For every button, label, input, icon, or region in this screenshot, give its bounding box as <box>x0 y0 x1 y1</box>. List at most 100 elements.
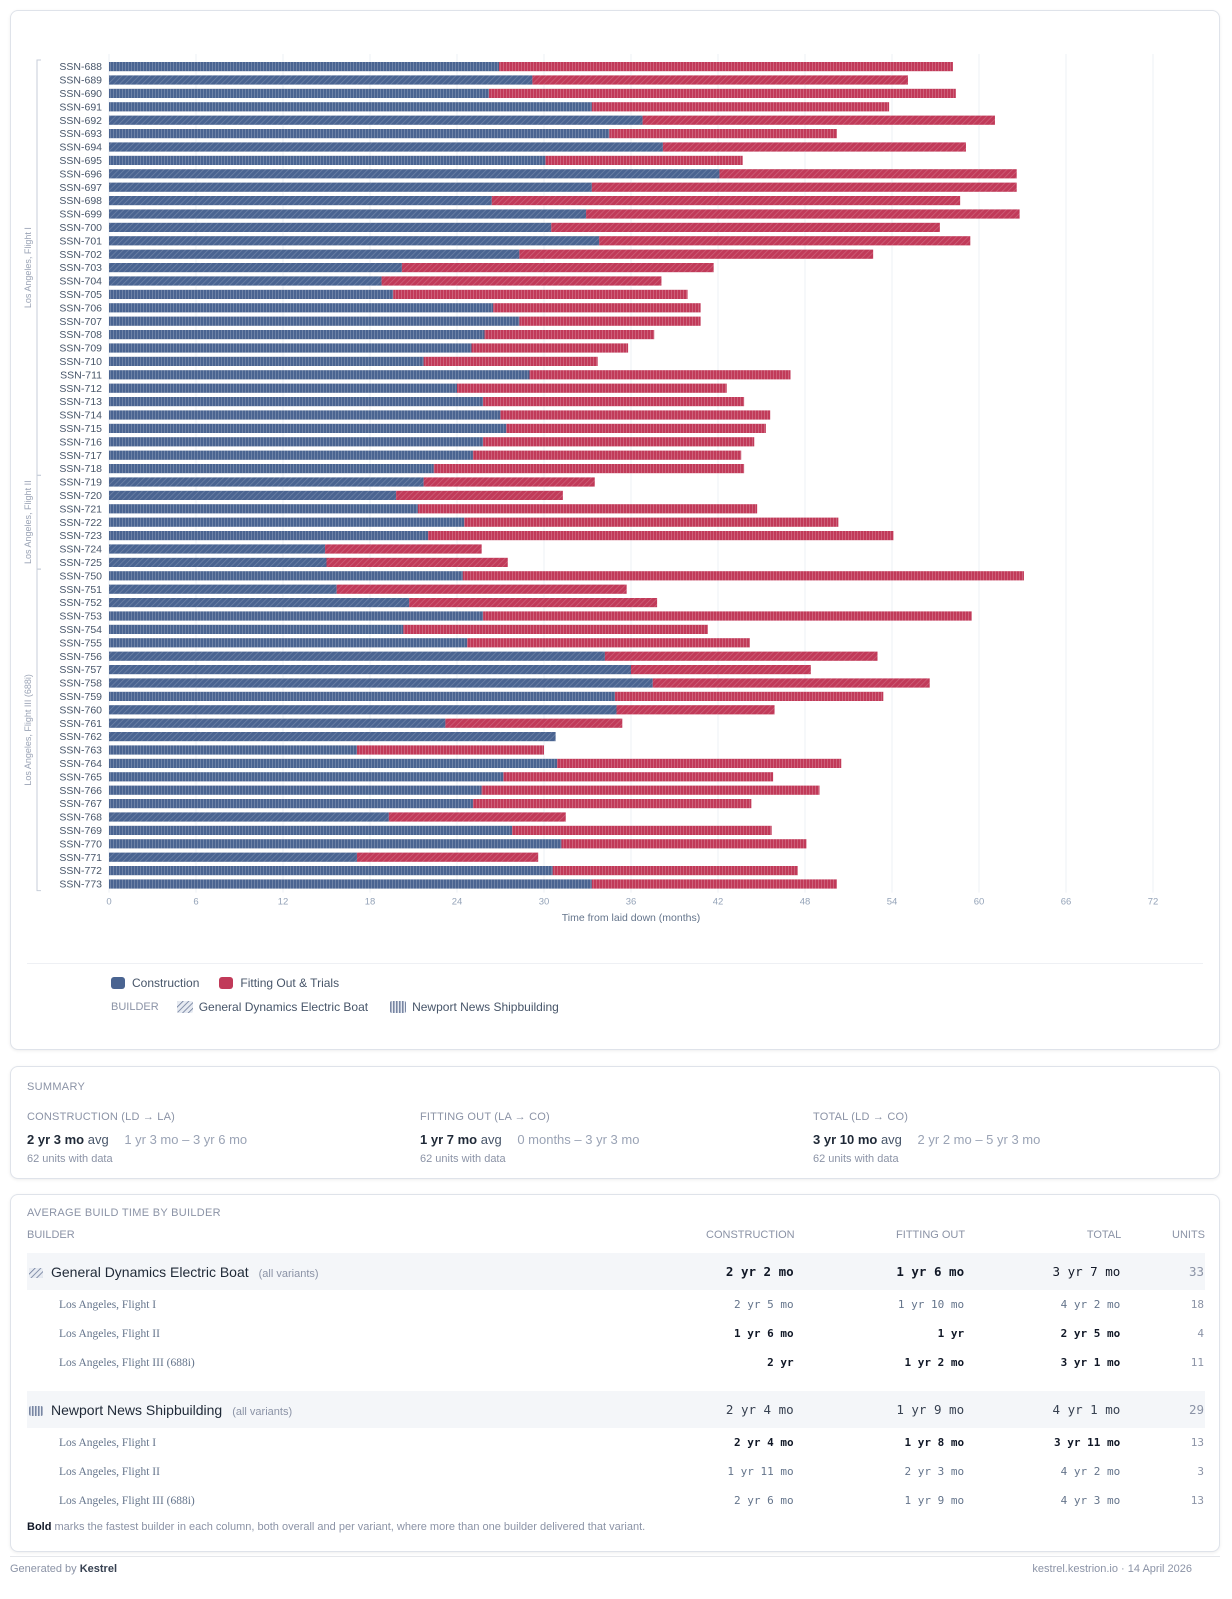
construction-bar-texture <box>109 370 530 380</box>
construction-bar-texture <box>109 745 357 755</box>
cell-fitting: 1 yr 6 mo <box>794 1253 966 1290</box>
cell-units: 4 <box>1197 1327 1204 1340</box>
col-header-construction: CONSTRUCTION <box>706 1229 795 1241</box>
table-row: Los Angeles, Flight II 1 yr 11 mo 2 yr 3… <box>27 1457 1205 1486</box>
construction-bar-texture <box>109 812 389 822</box>
boat-label: SSN-701 <box>59 235 102 247</box>
boat-label: SSN-690 <box>59 88 102 100</box>
x-tick-label: 30 <box>539 897 550 908</box>
construction-bar-texture <box>109 303 494 313</box>
boat-label: SSN-689 <box>59 75 102 87</box>
construction-bar-texture <box>109 397 484 407</box>
footer-generated-by: Generated by <box>10 1563 77 1575</box>
fitting-bar-texture <box>499 62 953 72</box>
summary-label: CONSTRUCTION (LD → LA) <box>27 1111 176 1123</box>
legend-gd: General Dynamics Electric Boat <box>198 1000 369 1014</box>
fitting-bar-texture <box>609 129 837 139</box>
x-tick-label: 42 <box>713 897 724 908</box>
group-bracket <box>36 568 41 892</box>
builder-name: General Dynamics Electric Boat <box>51 1263 249 1280</box>
cell-units: 13 <box>1190 1436 1204 1449</box>
table-row: Los Angeles, Flight I 2 yr 5 mo 1 yr 10 … <box>27 1290 1205 1319</box>
fitting-bar-texture <box>326 557 508 567</box>
cell-fitting: 1 yr 10 mo <box>897 1298 965 1311</box>
boat-label: SSN-766 <box>59 785 102 797</box>
construction-swatch <box>111 977 125 989</box>
table-header: BUILDER CONSTRUCTION FITTING OUT TOTAL U… <box>27 1229 1205 1253</box>
footer-site-date[interactable]: kestrel.kestrion.io · 14 April 2026 <box>1032 1563 1192 1575</box>
fitting-bar-texture <box>615 691 884 701</box>
summary-range: 1 yr 3 mo – 3 yr 6 mo <box>124 1132 248 1147</box>
fitting-bar-texture <box>591 182 1017 192</box>
fitting-bar-texture <box>464 517 839 527</box>
cell-total: 4 yr 2 mo <box>1060 1465 1121 1478</box>
table-row-nn-overall: Newport News Shipbuilding (all variants) … <box>27 1391 1205 1428</box>
fitting-bar-texture <box>545 155 743 165</box>
construction-bar-texture <box>109 665 631 675</box>
boat-label: SSN-773 <box>59 879 102 891</box>
fitting-bar-texture <box>503 772 774 782</box>
construction-bar-texture <box>109 852 357 862</box>
builder-table-card: AVERAGE BUILD TIME BY BUILDER BUILDER CO… <box>10 1194 1220 1552</box>
fitting-bar-texture <box>506 423 766 433</box>
variant-name: Los Angeles, Flight III (688i) <box>59 1356 195 1369</box>
fitting-bar-texture <box>381 276 662 286</box>
construction-bar-texture <box>109 169 720 179</box>
construction-bar-texture <box>109 209 587 219</box>
fitting-bar-texture <box>532 75 908 85</box>
boat-label: SSN-706 <box>59 302 102 314</box>
construction-bar-texture <box>109 222 552 232</box>
boat-label: SSN-753 <box>59 611 102 623</box>
fitting-bar-texture <box>481 785 820 795</box>
fitting-bar-texture <box>483 611 972 621</box>
boat-label: SSN-698 <box>59 195 102 207</box>
summary-units: 62 units with data <box>813 1153 899 1165</box>
construction-bar-texture <box>109 155 546 165</box>
construction-bar-texture <box>109 316 520 326</box>
boat-label: SSN-759 <box>59 691 102 703</box>
fitting-bar-texture <box>462 571 1024 581</box>
fitting-bar-texture <box>519 249 874 259</box>
gd-hatch-icon <box>29 1267 43 1278</box>
boat-label: SSN-700 <box>59 222 102 234</box>
fitting-bar-texture <box>483 437 755 447</box>
fitting-bar-texture <box>445 718 623 728</box>
build-time-chart: Los Angeles, Flight I Los Angeles, Flight… <box>23 54 1158 924</box>
construction-bar-texture <box>109 356 424 366</box>
construction-bar-texture <box>109 343 472 353</box>
x-tick-label: 54 <box>887 897 898 908</box>
summary-avg-suffix: avg <box>880 1132 902 1147</box>
summary-card: SUMMARY CONSTRUCTION (LD → LA) 2 yr 3 mo… <box>10 1066 1220 1179</box>
construction-bar-texture <box>109 249 520 259</box>
fitting-bar-texture <box>500 410 771 420</box>
cell-total: 4 yr 2 mo <box>1060 1298 1121 1311</box>
construction-bar-texture <box>109 571 463 581</box>
boat-label: SSN-712 <box>59 383 102 395</box>
construction-bar-texture <box>109 598 410 608</box>
construction-bar-texture <box>109 75 533 85</box>
variant-name: Los Angeles, Flight II <box>59 1327 160 1340</box>
boat-label: SSN-711 <box>60 369 102 381</box>
cell-construction: 2 yr <box>767 1356 794 1369</box>
boat-label: SSN-750 <box>59 570 102 582</box>
fitting-bar-texture <box>467 638 750 648</box>
col-header-units: UNITS <box>1172 1229 1205 1241</box>
boat-label: SSN-699 <box>59 209 102 221</box>
gd-hatch-icon <box>176 1001 193 1013</box>
builder-legend: BUILDER General Dynamics Electric Boat N… <box>111 1000 559 1014</box>
x-tick-label: 60 <box>974 897 985 908</box>
construction-bar-texture <box>109 410 501 420</box>
group-bracket <box>36 59 41 476</box>
summary-avg: 3 yr 10 mo <box>813 1132 878 1147</box>
cell-construction: 1 yr 11 mo <box>727 1465 794 1478</box>
table-row: Los Angeles, Flight II 1 yr 6 mo 1 yr 2 … <box>27 1319 1205 1348</box>
fitting-bar-texture <box>472 799 752 809</box>
cell-units: 29 <box>1121 1391 1205 1428</box>
construction-bar-texture <box>109 758 558 768</box>
construction-bar-texture <box>109 651 605 661</box>
construction-bar-texture <box>109 879 592 889</box>
footer-brand[interactable]: Kestrel <box>79 1563 118 1575</box>
fitting-bar-texture <box>604 651 878 661</box>
boat-label: SSN-717 <box>59 450 102 462</box>
boat-label: SSN-693 <box>59 128 102 140</box>
